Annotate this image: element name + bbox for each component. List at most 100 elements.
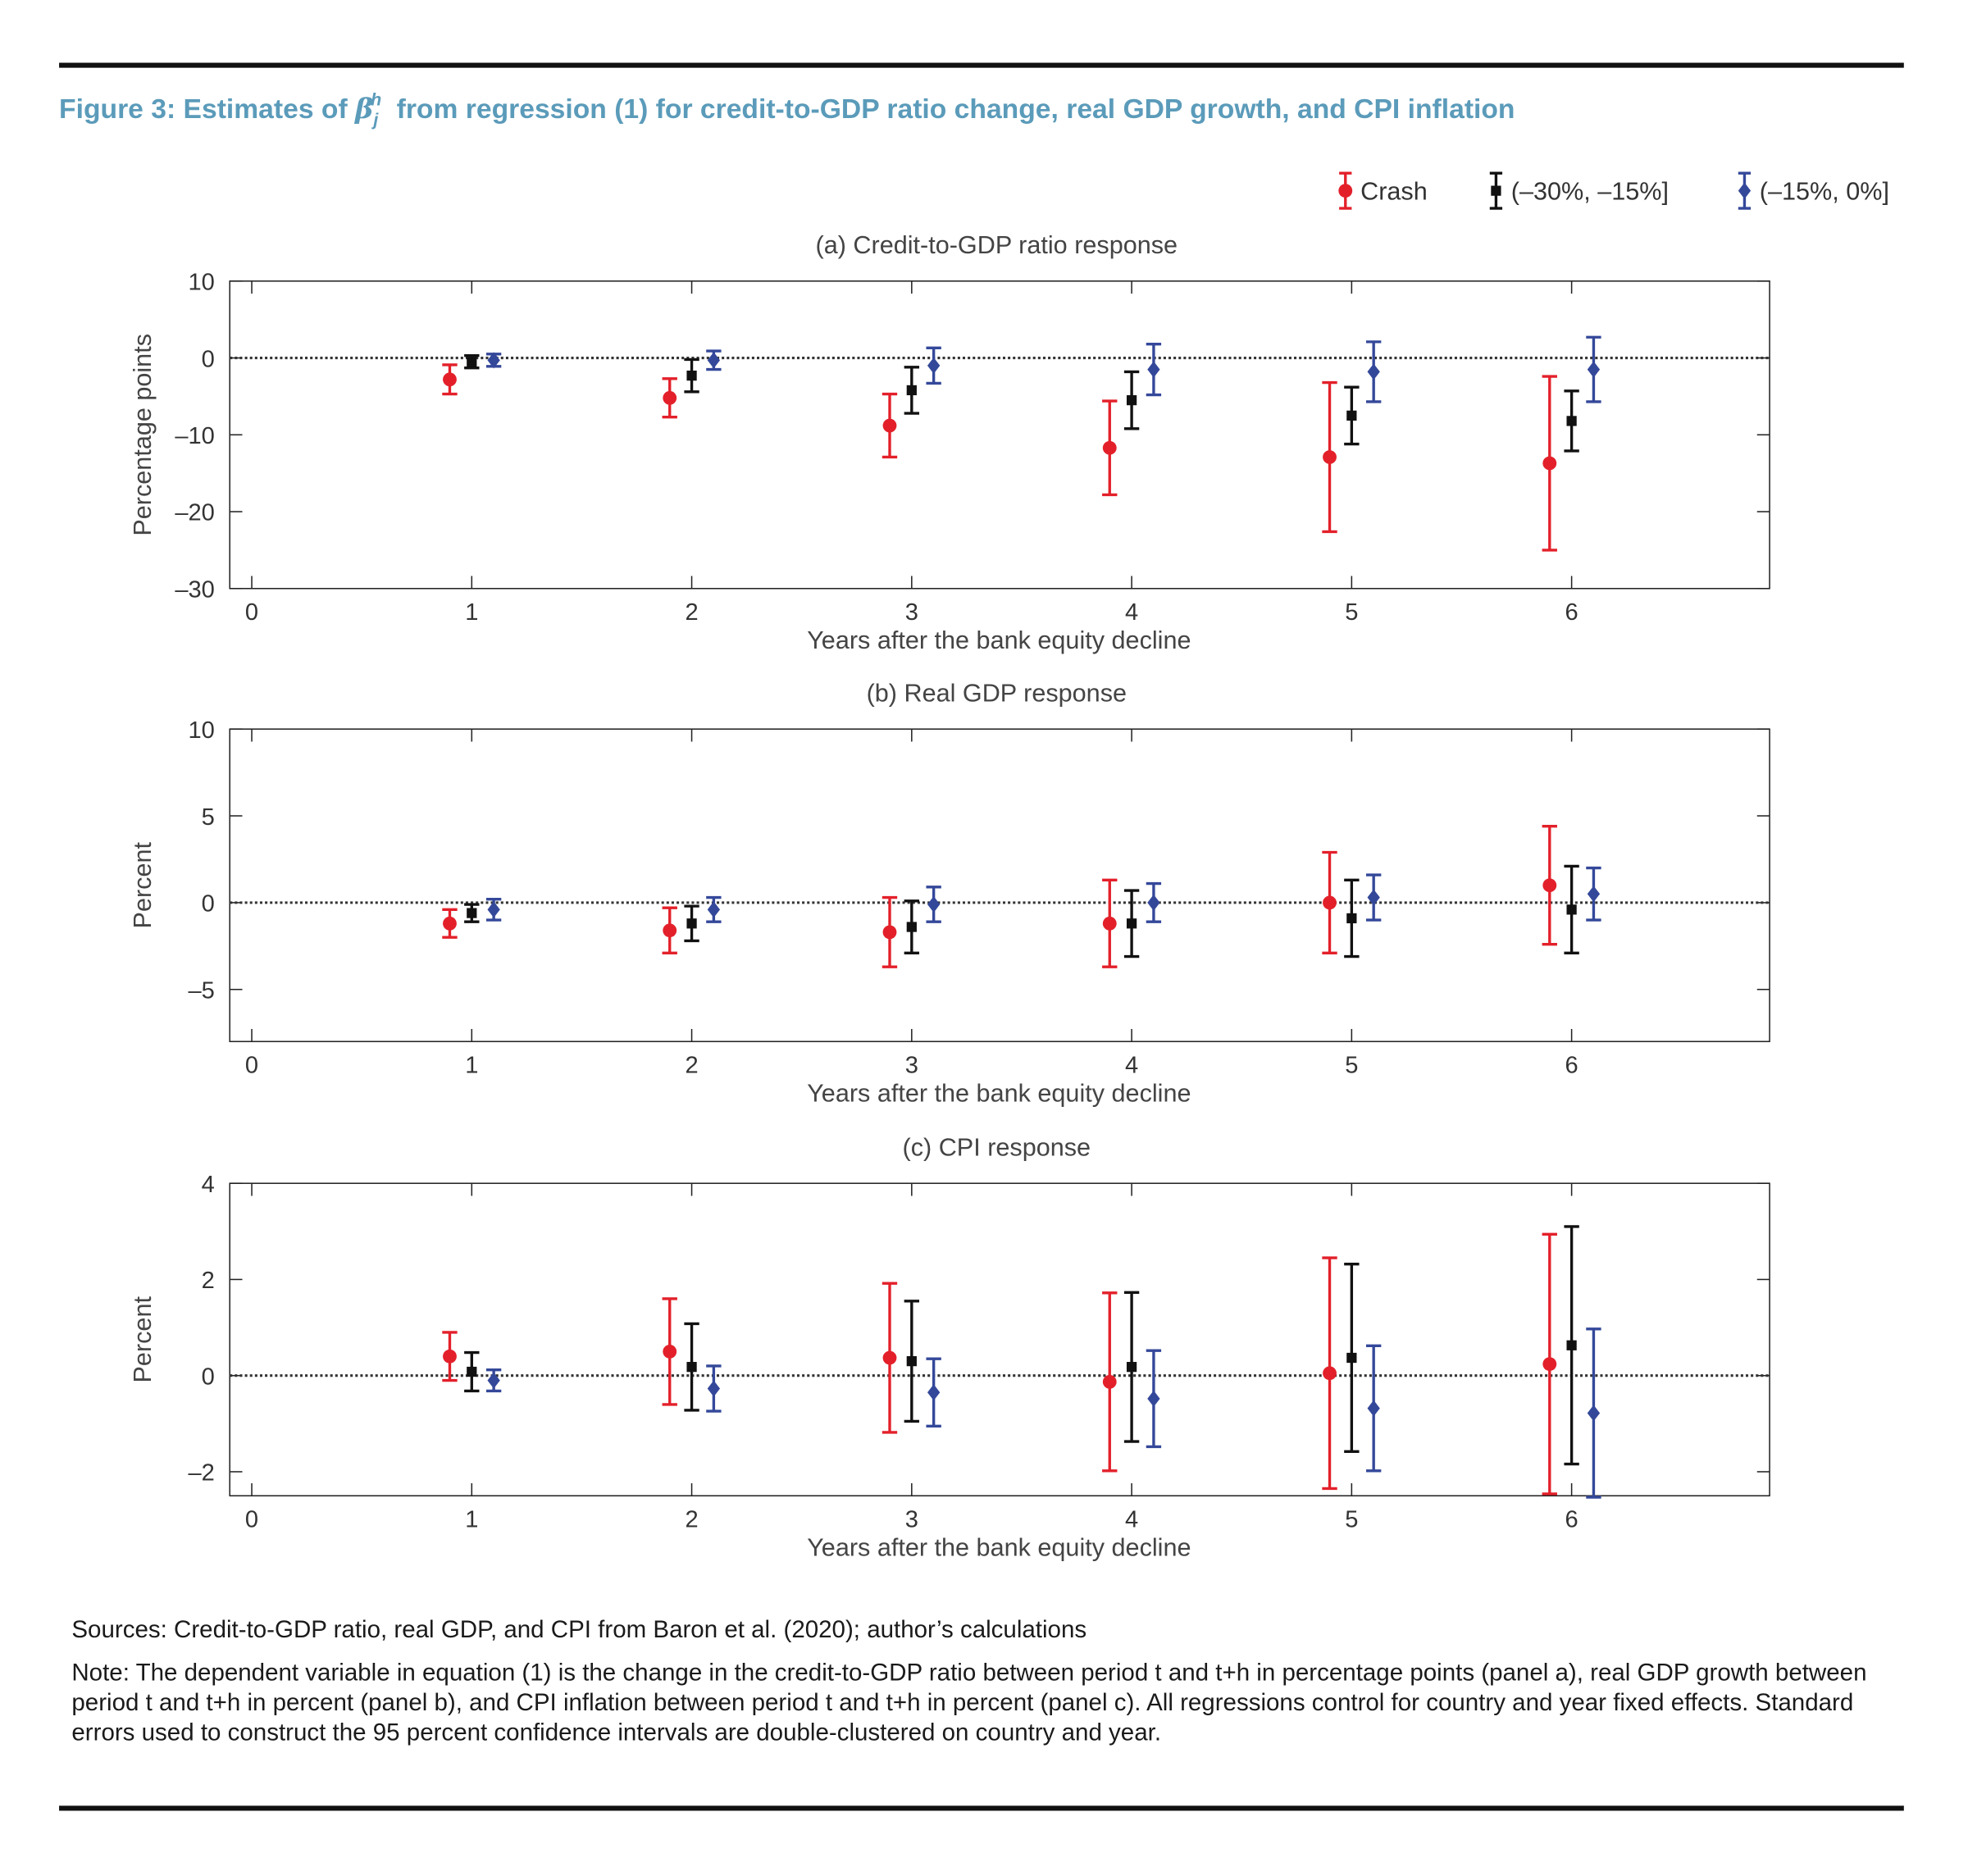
x-tick-label: 5 [1345, 599, 1358, 626]
x-tick-label: 1 [465, 1053, 478, 1079]
marker [1542, 878, 1557, 893]
marker [686, 1362, 697, 1373]
marker [707, 1380, 721, 1397]
marker [1126, 1362, 1137, 1373]
note: Note: The dependent variable in equation… [71, 1660, 1867, 1747]
marker [1367, 889, 1380, 906]
y-tick-label: 0 [202, 346, 215, 372]
marker [1323, 450, 1337, 464]
marker [1102, 916, 1117, 931]
notes: Sources: Credit-to-GDP ratio, real GDP, … [71, 1616, 1879, 1749]
y-tick-label: 0 [202, 1364, 215, 1390]
marker [1102, 1374, 1117, 1389]
y-axis-title: Percentage points [129, 334, 157, 536]
marker [487, 1372, 500, 1389]
y-tick-label: 2 [202, 1268, 215, 1294]
marker [1346, 410, 1357, 421]
y-tick-label: –20 [175, 500, 215, 526]
panel-title: (c) CPI response [903, 1134, 1091, 1162]
marker [1566, 904, 1577, 915]
sources: Sources: Credit-to-GDP ratio, real GDP, … [71, 1617, 1087, 1644]
marker [686, 370, 697, 381]
x-axis-title: Years after the bank equity decline [807, 626, 1191, 654]
y-axis-title: Percent [129, 1296, 157, 1383]
marker [1587, 1405, 1601, 1422]
y-tick-label: –10 [175, 423, 215, 449]
marker [927, 357, 941, 374]
marker [1323, 895, 1337, 910]
x-tick-label: 3 [905, 599, 918, 626]
title-sup: h [371, 90, 381, 110]
marker [663, 923, 677, 938]
marker [927, 896, 941, 913]
x-tick-label: 2 [685, 1507, 698, 1533]
plot-frame [229, 728, 1770, 1043]
marker [906, 922, 917, 932]
marker [487, 352, 500, 369]
marker [906, 385, 917, 396]
x-axis-title: Years after the bank equity decline [807, 1534, 1191, 1562]
marker [443, 372, 457, 387]
marker [1587, 361, 1601, 378]
marker [882, 925, 897, 940]
x-tick-label: 2 [685, 1053, 698, 1079]
x-tick-label: 0 [245, 1053, 258, 1079]
marker [882, 1350, 897, 1365]
x-tick-label: 1 [465, 1507, 478, 1533]
x-tick-label: 1 [465, 599, 478, 626]
marker [927, 1384, 941, 1401]
y-tick-label: 0 [202, 891, 215, 918]
marker [467, 357, 477, 367]
y-tick-label: –5 [189, 977, 215, 1004]
legend-marker [1338, 184, 1353, 198]
marker [1566, 1340, 1577, 1350]
y-tick-label: –30 [175, 576, 215, 603]
x-tick-label: 0 [245, 599, 258, 626]
marker [1566, 416, 1577, 426]
notes-block: Sources: Credit-to-GDP ratio, real GDP, … [71, 1616, 1879, 1749]
x-tick-label: 6 [1565, 1507, 1578, 1533]
marker [1542, 456, 1557, 471]
panel-title: (b) Real GDP response [867, 680, 1127, 708]
marker [663, 390, 677, 405]
x-tick-label: 5 [1345, 1053, 1358, 1079]
marker [1346, 913, 1357, 924]
y-tick-label: 10 [189, 270, 215, 296]
title-sub: j [371, 110, 379, 130]
marker [906, 1355, 917, 1367]
marker [443, 916, 457, 931]
marker [467, 908, 477, 918]
figure-title: Figure 3: Estimates of βjh from regressio… [59, 90, 1515, 130]
y-tick-label: 5 [202, 804, 215, 831]
marker [707, 352, 721, 369]
marker [1147, 894, 1160, 911]
x-tick-label: 2 [685, 599, 698, 626]
title-symbol: β [353, 92, 373, 125]
marker [686, 918, 697, 929]
marker [1367, 363, 1380, 380]
marker [467, 1366, 477, 1377]
plot-frame [229, 280, 1770, 590]
marker [1346, 1352, 1357, 1364]
title-prefix: Figure 3: Estimates of [59, 94, 348, 125]
x-tick-label: 3 [905, 1053, 918, 1079]
bottom-rule [59, 1805, 1904, 1811]
x-tick-label: 4 [1125, 1053, 1138, 1079]
legend-marker [1738, 182, 1752, 199]
marker [1102, 440, 1117, 455]
x-tick-label: 3 [905, 1507, 918, 1533]
x-axis-title: Years after the bank equity decline [807, 1080, 1191, 1108]
y-tick-label: 10 [189, 717, 215, 744]
panel-title: (a) Credit-to-GDP ratio response [816, 231, 1178, 259]
legend-label: Crash [1360, 177, 1428, 205]
legend-label: (–30%, –15%] [1511, 177, 1669, 205]
marker [663, 1344, 677, 1359]
y-tick-label: –2 [189, 1460, 215, 1487]
marker [1587, 886, 1601, 903]
marker [882, 418, 897, 433]
x-tick-label: 4 [1125, 599, 1138, 626]
x-tick-label: 6 [1565, 1053, 1578, 1079]
y-axis-title: Percent [129, 842, 157, 929]
